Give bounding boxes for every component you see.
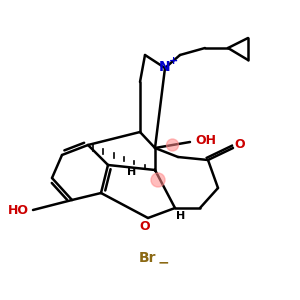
Text: N: N (159, 60, 171, 74)
Circle shape (151, 173, 165, 187)
Text: Br: Br (139, 251, 157, 265)
Text: O: O (140, 220, 150, 233)
Text: HO: HO (8, 203, 29, 217)
Text: OH: OH (195, 134, 216, 148)
Text: +: + (169, 56, 178, 66)
Circle shape (167, 139, 178, 151)
Text: H: H (176, 211, 186, 221)
Text: O: O (235, 139, 245, 152)
Text: H: H (128, 167, 136, 177)
Text: −: − (157, 255, 169, 269)
